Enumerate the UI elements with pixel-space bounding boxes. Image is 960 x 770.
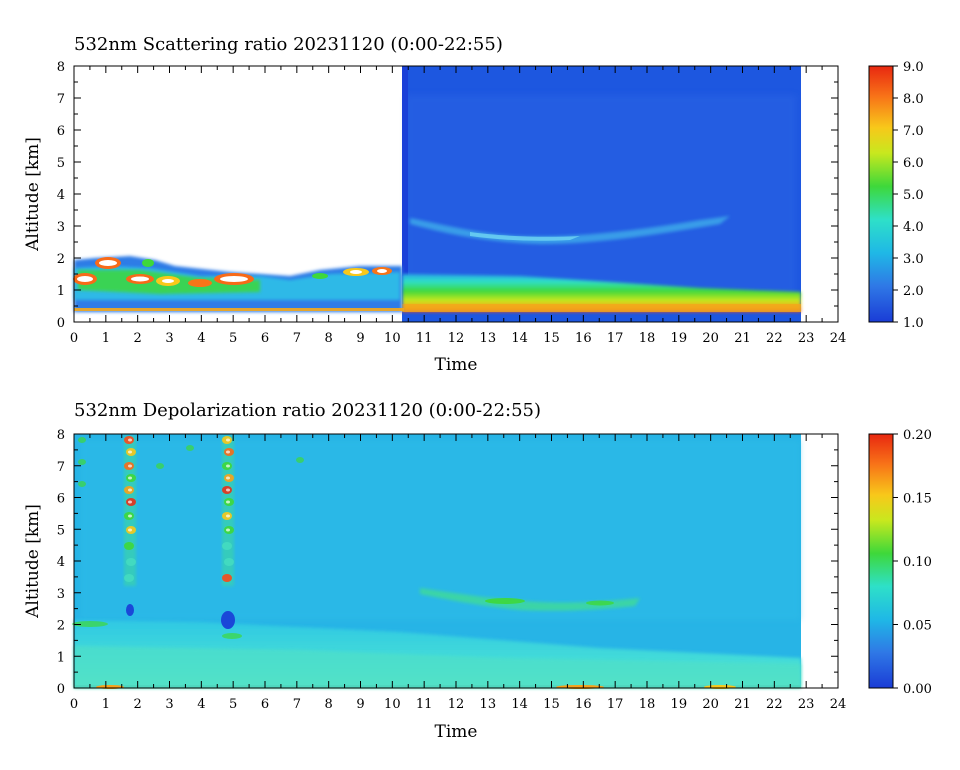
colorbar-label: 3.0 xyxy=(903,252,924,267)
x-tick-label: 15 xyxy=(543,331,560,346)
y-tick-label: 2 xyxy=(57,252,65,267)
x-tick-label: 20 xyxy=(702,697,719,712)
y-tick-label: 3 xyxy=(57,220,65,235)
x-tick-label: 5 xyxy=(229,697,237,712)
y-tick-label: 5 xyxy=(57,156,65,171)
x-axis xyxy=(73,66,839,322)
heatmap-area xyxy=(72,434,838,689)
y-tick-label: 6 xyxy=(57,492,65,507)
x-tick-label: 17 xyxy=(607,331,624,346)
colorbar-label: 9.0 xyxy=(903,60,924,75)
x-tick-label: 11 xyxy=(416,697,433,712)
y-tick-label: 5 xyxy=(57,523,65,538)
colorbar-label: 8.0 xyxy=(903,92,924,107)
colorbar-label: 0.00 xyxy=(903,682,932,697)
plot-frame xyxy=(73,433,839,689)
colorbar-label: 1.0 xyxy=(903,316,924,331)
chart-title: 532nm Scattering ratio 20231120 (0:00-22… xyxy=(74,34,503,55)
x-axis-label: Time xyxy=(435,722,478,742)
x-tick-label: 6 xyxy=(261,331,269,346)
x-tick-label: 18 xyxy=(639,697,656,712)
x-tick-label: 1 xyxy=(102,697,110,712)
x-tick-label: 19 xyxy=(671,697,688,712)
heatmap-area xyxy=(73,66,838,322)
colorbar: 1.0 2.0 3.0 4.0 5.0 6.0 7.0 8.0 9.0 xyxy=(868,60,924,331)
colorbar-label: 7.0 xyxy=(903,124,924,139)
x-tick-label: 2 xyxy=(134,331,142,346)
panel-depolarization-ratio: 532nm Depolarization ratio 20231120 (0:0… xyxy=(23,400,932,742)
x-axis-label: Time xyxy=(435,355,478,375)
y-tick-label: 4 xyxy=(57,188,65,203)
x-tick-label: 17 xyxy=(607,697,624,712)
colorbar-label: 0.20 xyxy=(903,428,932,443)
x-tick-label: 16 xyxy=(575,697,592,712)
colorbar: 0.00 0.05 0.10 0.15 0.20 xyxy=(868,428,932,697)
x-tick-label: 0 xyxy=(70,697,78,712)
x-tick-label: 10 xyxy=(384,697,401,712)
x-tick-label: 7 xyxy=(293,331,301,346)
y-tick-label: 7 xyxy=(57,92,65,107)
x-tick-label: 8 xyxy=(325,697,333,712)
x-tick-label: 23 xyxy=(798,331,815,346)
x-tick-label: 14 xyxy=(511,697,528,712)
x-tick-label: 10 xyxy=(384,331,401,346)
y-axis-label: Altitude [km] xyxy=(23,137,43,252)
x-tick-label: 9 xyxy=(356,697,364,712)
x-tick-label: 15 xyxy=(543,697,560,712)
colorbar-label: 2.0 xyxy=(903,284,924,299)
colorbar-label: 0.10 xyxy=(903,555,932,570)
x-tick-label: 14 xyxy=(511,331,528,346)
y-tick-label: 1 xyxy=(57,284,65,299)
colorbar-label: 0.05 xyxy=(903,619,932,634)
y-tick-label: 7 xyxy=(57,460,65,475)
y-tick-label: 6 xyxy=(57,124,65,139)
x-tick-label: 1 xyxy=(102,331,110,346)
colorbar-label: 4.0 xyxy=(903,220,924,235)
x-tick-label: 12 xyxy=(448,697,465,712)
x-tick-label: 24 xyxy=(830,697,847,712)
x-tick-label: 5 xyxy=(229,331,237,346)
y-tick-label: 1 xyxy=(57,650,65,665)
chart-title: 532nm Depolarization ratio 20231120 (0:0… xyxy=(74,400,541,421)
x-tick-label: 13 xyxy=(480,697,497,712)
y-tick-label: 3 xyxy=(57,587,65,602)
x-tick-label: 22 xyxy=(766,697,783,712)
y-tick-label: 2 xyxy=(57,619,65,634)
x-tick-label: 21 xyxy=(734,697,751,712)
colorbar-label: 6.0 xyxy=(903,156,924,171)
plot-frame xyxy=(73,65,839,323)
x-tick-label: 13 xyxy=(480,331,497,346)
x-tick-label: 16 xyxy=(575,331,592,346)
x-tick-label: 9 xyxy=(356,331,364,346)
x-tick-label: 24 xyxy=(830,331,847,346)
x-tick-label: 12 xyxy=(448,331,465,346)
x-tick-label: 2 xyxy=(134,697,142,712)
x-tick-label: 3 xyxy=(165,331,173,346)
y-tick-label: 0 xyxy=(57,316,65,331)
x-tick-label: 18 xyxy=(639,331,656,346)
y-tick-label: 8 xyxy=(57,428,65,443)
x-tick-label: 22 xyxy=(766,331,783,346)
x-axis xyxy=(73,434,839,688)
x-tick-label: 4 xyxy=(197,697,205,712)
colorbar-label: 0.15 xyxy=(903,492,932,507)
y-axis-label: Altitude [km] xyxy=(23,504,43,619)
x-tick-label: 4 xyxy=(197,331,205,346)
x-tick-label: 19 xyxy=(671,331,688,346)
x-tick-label: 0 xyxy=(70,331,78,346)
x-tick-label: 7 xyxy=(293,697,301,712)
y-tick-label: 4 xyxy=(57,555,65,570)
colorbar-label: 5.0 xyxy=(903,188,924,203)
x-tick-label: 3 xyxy=(165,697,173,712)
x-tick-label: 21 xyxy=(734,331,751,346)
x-tick-label: 6 xyxy=(261,697,269,712)
y-tick-label: 8 xyxy=(57,60,65,75)
panel-scattering-ratio: 532nm Scattering ratio 20231120 (0:00-22… xyxy=(23,34,924,375)
x-tick-label: 20 xyxy=(702,331,719,346)
y-tick-label: 0 xyxy=(57,682,65,697)
x-tick-label: 8 xyxy=(325,331,333,346)
x-tick-label: 23 xyxy=(798,697,815,712)
x-tick-label: 11 xyxy=(416,331,433,346)
